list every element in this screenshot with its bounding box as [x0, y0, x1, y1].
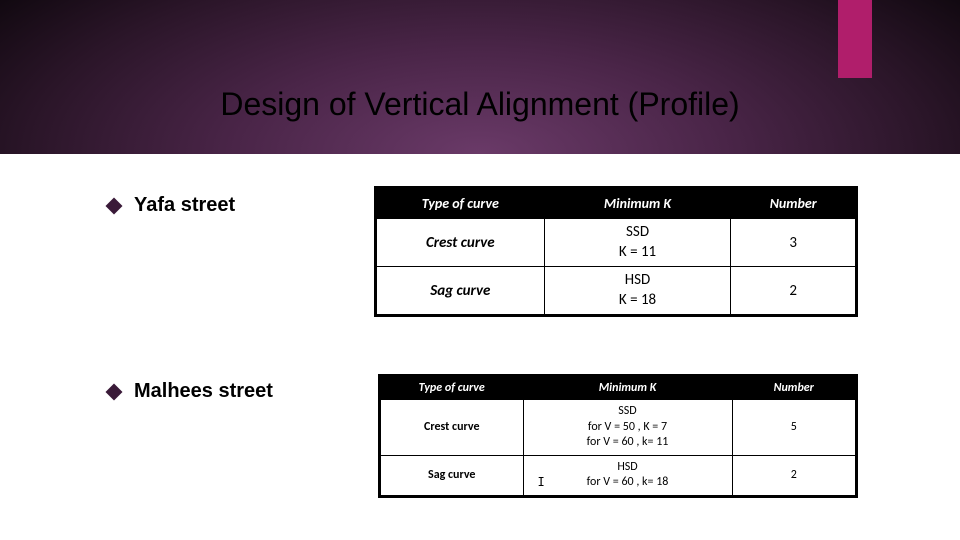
t2-r0-num: 5	[732, 400, 856, 456]
t1-r0-type: Crest curve	[377, 219, 545, 267]
table-row: Crest curve SSD K = 11 3	[377, 219, 856, 267]
page-title: Design of Vertical Alignment (Profile)	[0, 86, 960, 123]
t1-r1-type: Sag curve	[377, 267, 545, 315]
header-gradient	[0, 0, 960, 154]
bullet-label-yafa: Yafa street	[134, 194, 235, 217]
t1-header-2: Number	[731, 189, 856, 219]
bullet-yafa: Yafa street	[108, 194, 235, 217]
t1-header-1: Minimum K	[544, 189, 731, 219]
diamond-icon	[106, 383, 123, 400]
t1-r0-num: 3	[731, 219, 856, 267]
table-yafa: Type of curve Minimum K Number Crest cur…	[374, 186, 858, 317]
t1-header-0: Type of curve	[377, 189, 545, 219]
text-cursor-icon: I	[538, 475, 545, 491]
bullet-label-malhees: Malhees street	[134, 380, 273, 403]
t2-r0-min: SSD for V = 50 , K = 7 for V = 60 , k= 1…	[523, 400, 732, 456]
t1-r0-min: SSD K = 11	[544, 219, 731, 267]
t1-r1-num: 2	[731, 267, 856, 315]
t2-header-1: Minimum K	[523, 377, 732, 400]
t2-header-0: Type of curve	[381, 377, 524, 400]
t2-r1-num: 2	[732, 455, 856, 495]
bullet-malhees: Malhees street	[108, 380, 273, 403]
table-row: Sag curve HSD I for V = 60 , k= 18 2	[381, 455, 856, 495]
table-row: Sag curve HSD K = 18 2	[377, 267, 856, 315]
t2-r0-type: Crest curve	[381, 400, 524, 456]
diamond-icon	[106, 197, 123, 214]
t1-r1-min: HSD K = 18	[544, 267, 731, 315]
accent-tab	[838, 0, 872, 78]
t2-header-2: Number	[732, 377, 856, 400]
t2-r1-type: Sag curve	[381, 455, 524, 495]
table-row: Crest curve SSD for V = 50 , K = 7 for V…	[381, 400, 856, 456]
t2-r1-min: HSD I for V = 60 , k= 18	[523, 455, 732, 495]
table-malhees: Type of curve Minimum K Number Crest cur…	[378, 374, 858, 498]
